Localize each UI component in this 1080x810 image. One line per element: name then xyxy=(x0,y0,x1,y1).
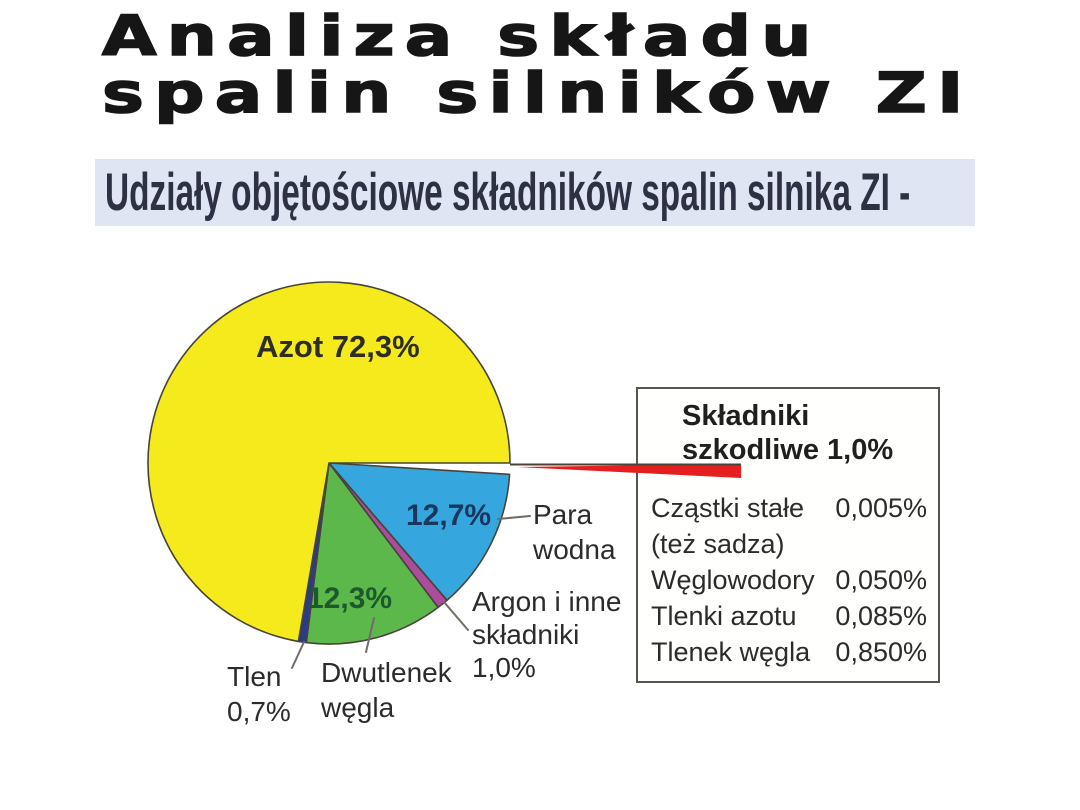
harmful-box-title-line1: Składniki xyxy=(682,400,810,432)
row-value: 0,005% xyxy=(835,493,927,523)
table-row: Tlenek węgla 0,850% xyxy=(651,637,927,673)
row-label: Tlenki azotu xyxy=(651,601,797,631)
label-argon-line1: Argon i inne xyxy=(472,586,622,617)
table-row: (też sadza) xyxy=(651,529,927,565)
page-title-line1: Analiza składu xyxy=(101,4,822,68)
row-value: 0,050% xyxy=(835,565,927,595)
label-tlen: Tlen 0,7% xyxy=(227,659,291,729)
subtitle-bar: Udziały objętościowe składników spalin s… xyxy=(95,159,975,226)
row-value: 0,085% xyxy=(835,601,927,631)
row-value: 0,850% xyxy=(835,637,927,667)
table-row: Tlenki azotu 0,085% xyxy=(651,601,927,637)
page-title: Analiza składu spalin silników ZI xyxy=(101,4,974,125)
label-para-wodna: Para wodna xyxy=(533,497,616,567)
label-para-line1: Para xyxy=(533,499,593,530)
row-label: Węglowodory xyxy=(651,565,815,595)
harmful-box-title-line2: szkodliwe 1,0% xyxy=(682,434,894,466)
label-co2-line2: węgla xyxy=(321,692,395,723)
row-label: Tlenek węgla xyxy=(651,637,811,667)
row-label-cont: (też sadza) xyxy=(651,529,785,559)
label-para-pct: 12,7% xyxy=(406,499,492,532)
subtitle-text: Udziały objętościowe składników spalin s… xyxy=(105,163,911,222)
label-dwutlenek-wegla: Dwutlenek węgla xyxy=(321,655,452,725)
label-argon-line3: 1,0% xyxy=(472,652,536,683)
label-tlen-line2: 0,7% xyxy=(227,696,291,727)
harmful-components-box: Składniki szkodliwe 1,0% Cząstki stałe 0… xyxy=(636,387,940,683)
leader-dwutlenek xyxy=(365,617,375,653)
harmful-box-rows: Cząstki stałe 0,005% (też sadza) Węglowo… xyxy=(651,493,927,673)
label-argon: Argon i inne składniki 1,0% xyxy=(472,585,621,684)
leader-para-wodna xyxy=(497,515,531,520)
pie-slice-dwutlenek-wegla xyxy=(305,462,439,645)
leader-tlen xyxy=(291,641,305,669)
page-title-line2: spalin silników ZI xyxy=(101,61,974,125)
label-argon-line2: składniki xyxy=(472,619,580,650)
table-row: Cząstki stałe 0,005% xyxy=(651,493,927,529)
label-co2-line1: Dwutlenek xyxy=(321,657,452,688)
label-tlen-line1: Tlen xyxy=(227,661,282,692)
table-row: Węglowodory 0,050% xyxy=(651,565,927,601)
leader-argon xyxy=(443,601,469,631)
label-para-line2: wodna xyxy=(533,534,616,565)
harmful-box-title: Składniki szkodliwe 1,0% xyxy=(682,399,938,467)
label-co2-pct: 12,3% xyxy=(307,582,393,615)
label-azot: Azot 72,3% xyxy=(256,329,420,364)
row-label: Cząstki stałe xyxy=(651,493,805,523)
